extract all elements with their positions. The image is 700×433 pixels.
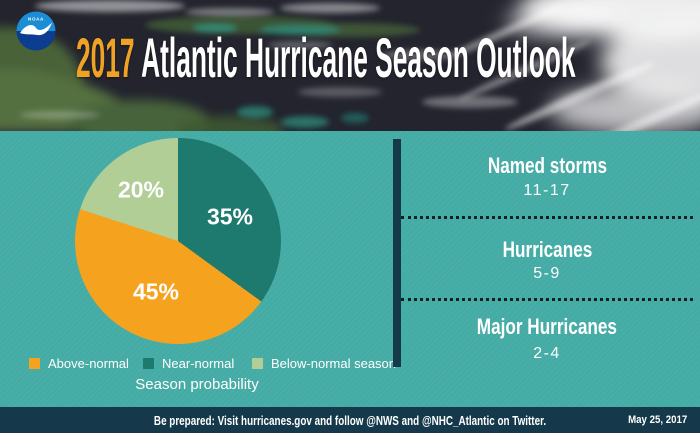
pie-slice-label-below-normal: 20% xyxy=(117,176,165,203)
outlook-label-hurricanes: Hurricanes xyxy=(502,237,592,262)
outlook-range-major-hurricanes: 2-4 xyxy=(533,345,561,362)
footer-date: May 25, 2017 xyxy=(627,414,687,426)
outlook-range-named-storms: 11-17 xyxy=(523,182,571,199)
legend-label-near-normal: Near-normal xyxy=(162,356,235,371)
legend-label-above-normal: Above-normal xyxy=(48,356,129,371)
dotted-separator xyxy=(401,298,693,301)
noaa-logo-icon: NOAA xyxy=(16,11,56,51)
title-text: Atlantic Hurricane Season Outlook xyxy=(141,26,576,89)
header-satellite-background xyxy=(0,0,700,131)
legend-swatch-near-normal xyxy=(143,358,154,369)
title-year: 2017 xyxy=(76,26,135,89)
legend-label-below-normal: Below-normal season xyxy=(271,356,397,371)
outlook-label-major-hurricanes: Major Hurricanes xyxy=(476,314,618,339)
pie-slice-label-near-normal: 35% xyxy=(206,203,254,230)
footer-bar: Be prepared: Visit hurricanes.gov and fo… xyxy=(0,407,700,433)
svg-text:NOAA: NOAA xyxy=(28,17,44,22)
outlook-range-hurricanes: 5-9 xyxy=(533,265,561,282)
section-divider xyxy=(393,139,401,367)
pie-chart xyxy=(75,138,281,344)
legend-swatch-above-normal xyxy=(29,358,40,369)
noaa-logo: NOAA xyxy=(16,11,56,51)
legend-swatch-below-normal xyxy=(252,358,263,369)
legend-item-below-normal: Below-normal season xyxy=(252,357,396,370)
outlook-label-named-storms: Named storms xyxy=(487,153,607,178)
chart-caption: Season probability xyxy=(135,376,259,393)
legend-item-above-normal: Above-normal xyxy=(29,357,129,370)
footer-message: Be prepared: Visit hurricanes.gov and fo… xyxy=(153,413,547,428)
page-title: 2017 Atlantic Hurricane Season Outlook xyxy=(76,30,576,86)
dotted-separator xyxy=(401,216,693,219)
outlook-panel: Named storms 11-17 Hurricanes 5-9 Major … xyxy=(401,0,693,433)
legend-item-near-normal: Near-normal xyxy=(143,357,234,370)
pie-slice-label-above-normal: 45% xyxy=(132,278,180,305)
